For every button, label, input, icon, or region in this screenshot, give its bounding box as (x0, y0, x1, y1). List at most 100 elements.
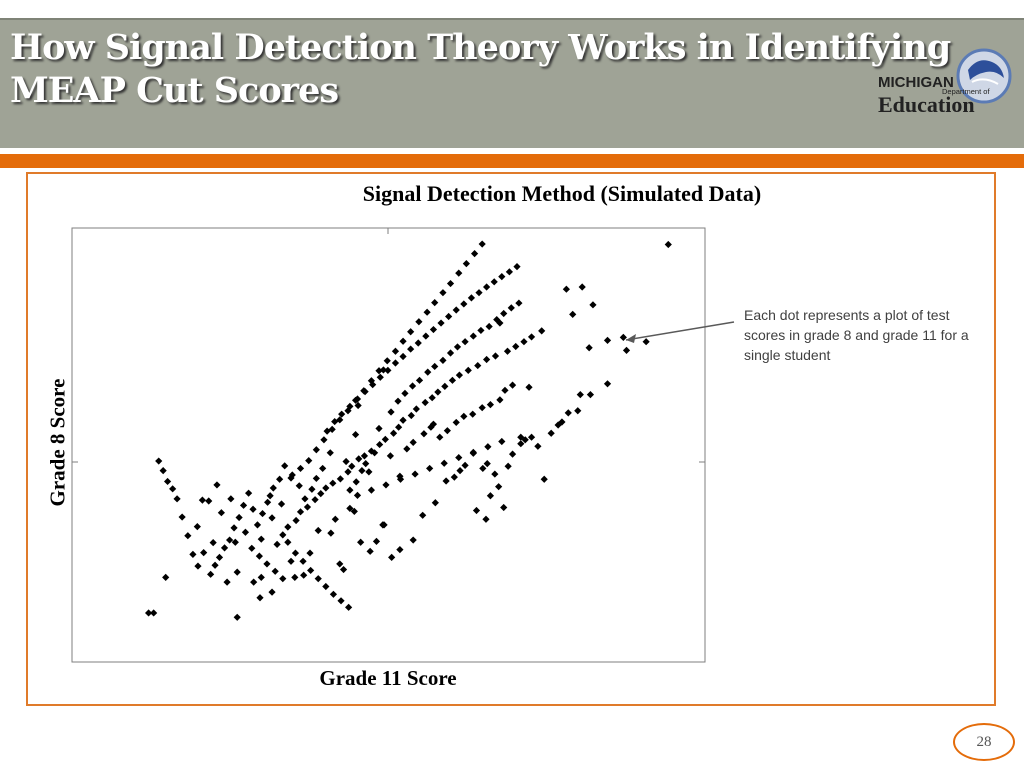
data-point (491, 352, 500, 360)
data-point (461, 461, 469, 469)
logo-wave (968, 60, 1004, 80)
data-point (462, 259, 470, 268)
data-point (163, 477, 172, 486)
data-point (355, 455, 363, 463)
data-point (227, 495, 235, 503)
data-point (362, 460, 370, 468)
data-point (284, 523, 292, 531)
data-point (569, 310, 577, 318)
data-point (326, 449, 334, 457)
data-point (450, 473, 458, 481)
data-point (407, 328, 415, 336)
slide-title-line-1: How Signal Detection Theory Works in Ide… (10, 27, 951, 68)
data-point (257, 573, 265, 581)
data-point (276, 475, 284, 483)
data-point (440, 459, 448, 467)
data-point (350, 507, 358, 516)
data-point (312, 474, 320, 483)
data-point (517, 433, 525, 441)
data-point (508, 381, 517, 389)
data-point (173, 495, 181, 503)
data-point (464, 366, 472, 374)
data-point (329, 479, 337, 487)
data-point (396, 545, 404, 554)
data-point (622, 346, 631, 354)
data-point (271, 567, 279, 575)
data-point (336, 560, 344, 568)
data-point (263, 560, 271, 568)
data-point (436, 433, 444, 441)
data-point (301, 495, 309, 503)
data-point (317, 490, 325, 498)
data-point (235, 513, 243, 522)
data-point (460, 300, 468, 308)
data-point (396, 472, 404, 480)
data-point (312, 446, 320, 454)
data-point (469, 448, 477, 456)
data-point (281, 462, 289, 470)
data-point (508, 450, 517, 458)
data-point (534, 442, 542, 450)
data-point (217, 509, 225, 517)
data-point (495, 483, 503, 491)
data-point (155, 457, 163, 465)
data-point (144, 609, 153, 617)
slide-title-line-2: MEAP Cut Scores (10, 70, 339, 111)
data-point (446, 349, 455, 357)
data-point (493, 315, 501, 324)
data-point (344, 407, 352, 415)
data-point (345, 603, 353, 611)
data-point (485, 322, 493, 331)
data-point (162, 573, 170, 581)
data-point (515, 299, 523, 307)
data-point (439, 356, 447, 364)
data-point (439, 289, 447, 297)
data-point (241, 528, 250, 536)
data-point (431, 499, 439, 507)
data-point (521, 436, 529, 444)
accent-bar (0, 154, 1024, 168)
logo-ring (956, 48, 1012, 104)
data-point (250, 578, 258, 586)
data-point (319, 464, 327, 473)
data-point (311, 496, 319, 504)
data-point (399, 352, 407, 361)
y-axis-label: Grade 8 Score (45, 378, 70, 507)
data-point (431, 362, 439, 371)
annotation-text: Each dot represents a plot of test score… (744, 307, 969, 363)
data-point (336, 475, 344, 483)
data-point (540, 475, 548, 483)
data-point (486, 401, 495, 409)
data-point (258, 509, 267, 518)
data-point (337, 597, 345, 605)
data-point (230, 524, 238, 532)
data-point (586, 391, 595, 399)
data-point (207, 570, 215, 578)
data-point (189, 550, 197, 558)
data-point (507, 304, 515, 312)
x-axis-label: Grade 11 Score (319, 666, 457, 690)
data-point (253, 521, 262, 529)
header-band (0, 18, 1024, 148)
data-point (314, 526, 322, 535)
header-top-rule (0, 18, 1024, 20)
data-point (346, 486, 354, 494)
data-point (428, 394, 436, 402)
data-point (358, 467, 366, 475)
data-point (424, 368, 432, 376)
data-point (415, 318, 423, 326)
data-point (322, 582, 330, 591)
data-point (483, 283, 491, 291)
data-point (483, 460, 491, 468)
data-point (331, 515, 339, 523)
data-point (263, 498, 272, 506)
data-point (426, 464, 434, 473)
data-point (376, 440, 384, 449)
data-point (388, 553, 396, 562)
data-point (273, 540, 281, 548)
data-point (211, 561, 219, 569)
slide-title: How Signal Detection Theory Works in Ide… (10, 26, 951, 112)
data-point (412, 405, 420, 413)
data-point (279, 575, 287, 583)
data-point (305, 457, 313, 465)
